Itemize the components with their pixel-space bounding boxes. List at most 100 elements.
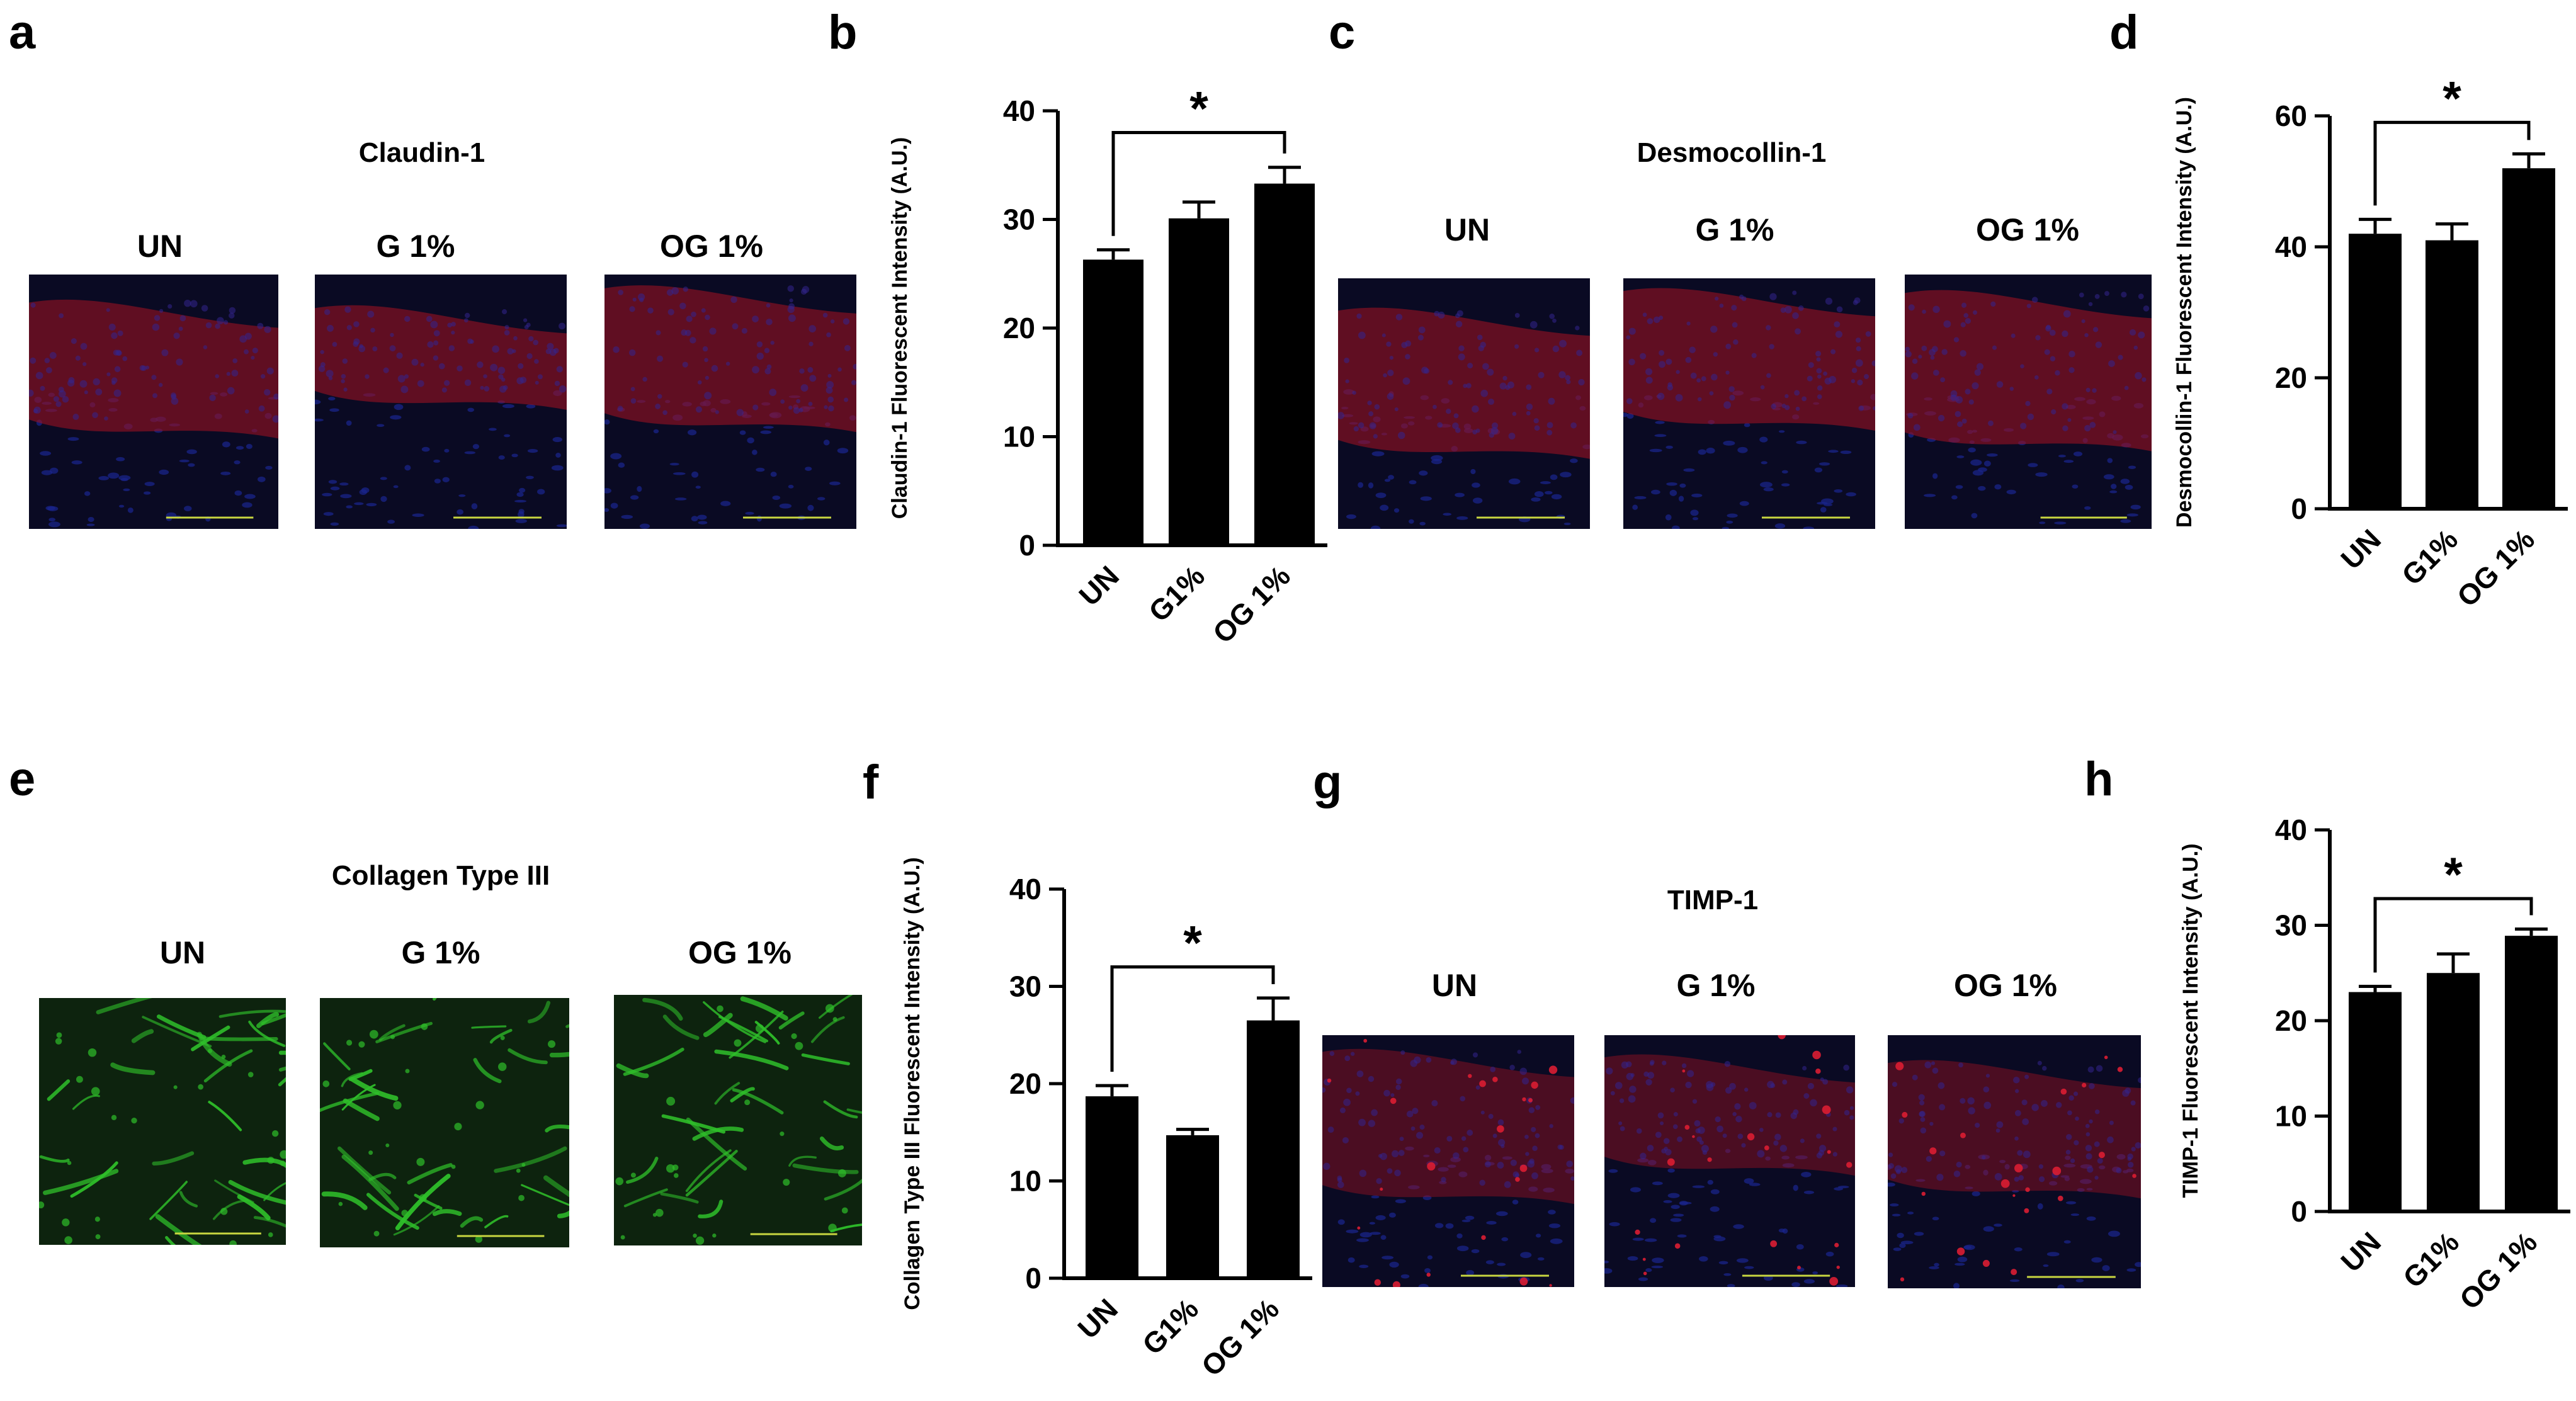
bar-un xyxy=(2349,234,2402,509)
bar-g1 xyxy=(2427,973,2480,1211)
micrograph-claudin-g1 xyxy=(315,275,567,529)
x-category-label: G1% xyxy=(1136,1292,1205,1361)
y-tick-label: 0 xyxy=(1019,529,1035,562)
micrograph-texture xyxy=(320,998,569,1247)
chart-canvas: 0 10 20 30 40 Collagen Type III Fluorescent I… xyxy=(900,857,1312,1383)
bar-un xyxy=(1086,1096,1138,1278)
significance-bracket xyxy=(1111,131,1286,236)
micrograph-texture xyxy=(29,275,278,529)
condition-label-og1: OG 1% xyxy=(660,229,763,264)
y-tick-label: 0 xyxy=(1025,1262,1041,1295)
condition-label-g1: G 1% xyxy=(1676,968,1756,1003)
bar-og1 xyxy=(1254,183,1315,545)
x-category-label: UN xyxy=(1072,559,1125,612)
panel-letter-d: d xyxy=(2109,6,2139,59)
panel-letter-e: e xyxy=(9,752,36,806)
micrograph-texture xyxy=(604,275,856,529)
bar-g1 xyxy=(1166,1135,1219,1278)
condition-label-g1: G 1% xyxy=(376,229,455,264)
y-tick-label: 10 xyxy=(1009,1165,1041,1198)
micrograph-collagen-g1 xyxy=(320,998,569,1247)
bar-chart-timp: 0 10 20 30 40 TIMP-1 Fluorescent Intensity (A… xyxy=(2166,787,2575,1354)
significance-bracket xyxy=(1110,965,1275,1072)
micrograph-title-claudin: Claudin-1 xyxy=(358,137,485,168)
x-category-label: UN xyxy=(2334,523,2387,576)
bar-og1 xyxy=(2505,936,2558,1211)
micrograph-title-collagen: Collagen Type III xyxy=(331,860,550,891)
micrograph-desmocollin-og1 xyxy=(1905,275,2152,529)
significance-asterisk: * xyxy=(2444,848,2463,902)
micrograph-timp-un xyxy=(1322,1035,1574,1287)
x-category-label: G1% xyxy=(2395,523,2464,591)
x-category-label: OG 1% xyxy=(2453,1225,2543,1315)
y-axis-title: Collagen Type III Fluorescent Intensity … xyxy=(900,857,924,1310)
y-tick-label: 0 xyxy=(2291,492,2307,525)
condition-label-og1: OG 1% xyxy=(1976,212,2079,247)
y-tick-label: 30 xyxy=(1003,203,1035,236)
bar-un xyxy=(1083,259,1143,545)
y-tick-label: 40 xyxy=(2275,814,2307,846)
condition-label-og1: OG 1% xyxy=(1954,968,2057,1003)
panel-letter-f: f xyxy=(863,756,879,809)
micrograph-texture xyxy=(1623,278,1875,529)
significance-asterisk: * xyxy=(1189,82,1208,136)
y-tick-label: 0 xyxy=(2291,1195,2307,1228)
panel-letter-h: h xyxy=(2084,752,2114,806)
significance-asterisk: * xyxy=(2443,72,2461,125)
y-tick-label: 30 xyxy=(2275,909,2307,942)
panel-letter-a: a xyxy=(9,6,36,59)
bar-chart-collagen: 0 10 20 30 40 Collagen Type III Fluorescent I… xyxy=(882,844,1322,1398)
condition-label-un: UN xyxy=(1444,212,1490,247)
micrograph-collagen-un xyxy=(39,998,286,1245)
significance-bracket xyxy=(2373,897,2533,973)
micrograph-texture xyxy=(1338,278,1590,529)
x-category-label: OG 1% xyxy=(1195,1292,1285,1382)
bar-og1 xyxy=(1247,1020,1300,1278)
micrograph-texture xyxy=(1604,1035,1855,1287)
chart-canvas: 0 10 20 30 40 Claudin-1 Fluorescent Intensity… xyxy=(888,82,1327,650)
condition-label-un: UN xyxy=(159,935,206,970)
bar-chart-desmocollin: 0 20 40 60 Desmocollin-1 Fluorescent Intensi… xyxy=(2147,72,2575,680)
y-axis-title: TIMP-1 Fluorescent Intensity (A.U.) xyxy=(2179,844,2203,1198)
condition-label-un: UN xyxy=(1431,968,1478,1003)
y-tick-label: 30 xyxy=(1009,970,1041,1003)
y-tick-label: 40 xyxy=(1009,873,1041,905)
y-tick-label: 20 xyxy=(1003,312,1035,344)
panel-letter-g: g xyxy=(1313,756,1342,809)
chart-canvas: 0 20 40 60 Desmocollin-1 Fluorescent Intensi… xyxy=(2172,72,2568,613)
panel-letter-b: b xyxy=(828,6,858,59)
micrograph-claudin-og1 xyxy=(604,275,856,529)
y-tick-label: 40 xyxy=(2275,230,2307,263)
x-category-label: UN xyxy=(1071,1292,1124,1345)
x-category-label: OG 1% xyxy=(2451,523,2541,613)
y-tick-label: 60 xyxy=(2275,99,2307,132)
panel-letter-c: c xyxy=(1329,6,1356,59)
y-tick-label: 10 xyxy=(1003,421,1035,453)
y-axis-title: Claudin-1 Fluorescent Intensity (A.U.) xyxy=(888,137,912,519)
micrograph-texture xyxy=(39,998,286,1245)
micrograph-timp-og1 xyxy=(1888,1035,2141,1288)
x-category-label: OG 1% xyxy=(1206,559,1297,649)
bar-g1 xyxy=(1169,218,1229,545)
x-category-label: G1% xyxy=(2397,1225,2465,1294)
micrograph-collagen-og1 xyxy=(614,995,862,1245)
bar-g1 xyxy=(2426,240,2478,509)
micrograph-texture xyxy=(614,995,862,1245)
chart-canvas: 0 10 20 30 40 TIMP-1 Fluorescent Intensity (A… xyxy=(2179,814,2570,1316)
significance-bracket xyxy=(2373,120,2531,206)
y-tick-label: 20 xyxy=(2275,361,2307,394)
x-category-label: G1% xyxy=(1142,559,1211,628)
micrograph-title-timp: TIMP-1 xyxy=(1667,885,1759,916)
y-axis-title: Desmocollin-1 Fluorescent Intensity (A.U… xyxy=(2172,97,2196,528)
bar-chart-claudin: 0 10 20 30 40 Claudin-1 Fluorescent Intensity… xyxy=(869,50,1327,693)
condition-label-un: UN xyxy=(137,229,183,264)
condition-label-g1: G 1% xyxy=(1695,212,1774,247)
y-tick-label: 40 xyxy=(1003,94,1035,127)
micrograph-texture xyxy=(1905,275,2152,529)
micrograph-timp-g1 xyxy=(1604,1035,1855,1287)
micrograph-texture xyxy=(1888,1035,2141,1288)
y-tick-label: 20 xyxy=(1009,1067,1041,1100)
condition-label-g1: G 1% xyxy=(401,935,480,970)
significance-asterisk: * xyxy=(1183,917,1202,970)
condition-label-og1: OG 1% xyxy=(688,935,792,970)
